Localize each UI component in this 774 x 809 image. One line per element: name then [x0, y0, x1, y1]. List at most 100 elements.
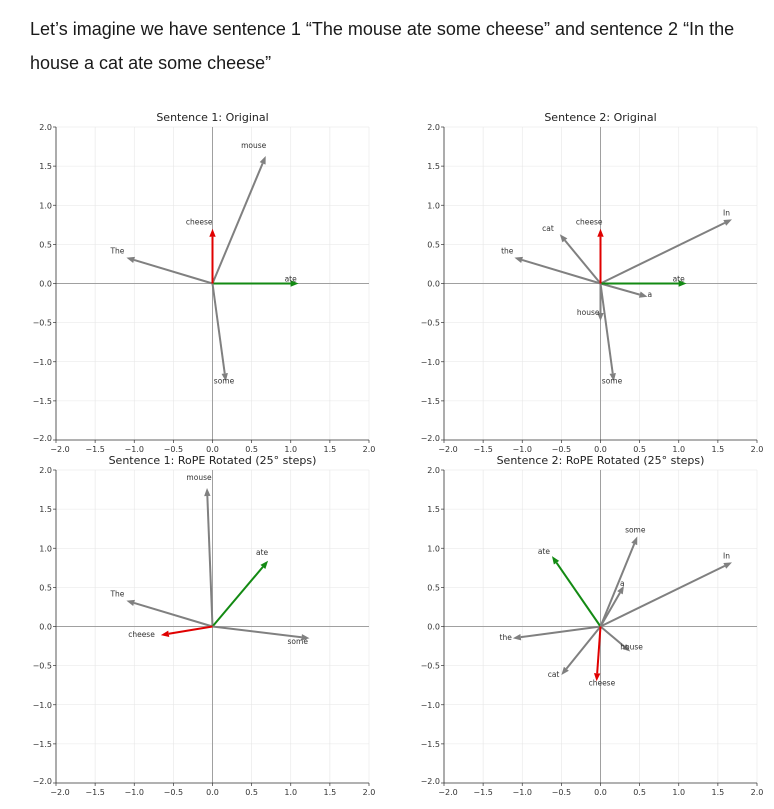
arrowhead-cheese	[593, 673, 601, 682]
arrowhead-ate	[678, 280, 687, 287]
arrowhead-mouse	[259, 155, 266, 165]
y-tick-label: 2.0	[427, 466, 440, 475]
vector-label-ate: ate	[256, 548, 269, 557]
arrowhead-cheese	[597, 228, 604, 237]
y-tick-label: −1.5	[421, 740, 440, 749]
vector-cheese	[168, 625, 213, 635]
x-tick-label: −1.0	[513, 445, 532, 454]
x-tick-label: −1.0	[513, 788, 532, 797]
y-tick-label: −0.5	[33, 319, 52, 328]
chart-title: Sentence 1: Original	[156, 111, 268, 124]
vector-label-some: some	[602, 376, 623, 385]
y-tick-label: 2.0	[427, 123, 440, 132]
chart-title: Sentence 2: RoPE Rotated (25° steps)	[497, 454, 705, 467]
x-tick-label: −2.0	[50, 445, 69, 454]
x-tick-label: −1.5	[85, 445, 104, 454]
vector-the	[521, 259, 601, 285]
arrowhead-the	[512, 634, 522, 641]
vector-label-cheese: cheese	[576, 218, 603, 227]
x-tick-label: 2.0	[363, 445, 376, 454]
y-tick-label: 2.0	[39, 466, 52, 475]
vector-label-mouse: mouse	[186, 473, 212, 482]
vector-some	[211, 283, 226, 374]
y-tick-label: −1.0	[421, 358, 440, 367]
vector-some	[599, 283, 614, 374]
arrowhead-cheese	[160, 630, 170, 637]
vector-label-house: house	[620, 643, 643, 652]
vector-label-cat: cat	[542, 224, 554, 233]
vector-in	[600, 221, 726, 285]
vector-label-some: some	[288, 637, 309, 646]
arrowhead-cat	[559, 234, 568, 243]
vector-label-a: a	[647, 290, 652, 299]
y-tick-label: 1.5	[427, 162, 440, 171]
x-tick-label: −2.0	[438, 445, 457, 454]
vector-label-cheese: cheese	[186, 218, 213, 227]
vector-mouse	[211, 162, 264, 284]
arrowhead-some	[301, 634, 310, 641]
chart-title: Sentence 2: Original	[544, 111, 656, 124]
y-tick-label: 1.0	[39, 201, 52, 210]
y-tick-label: 0.5	[39, 240, 52, 249]
y-tick-label: 1.5	[427, 505, 440, 514]
y-tick-label: −1.0	[33, 358, 52, 367]
vector-label-cheese: cheese	[589, 678, 616, 687]
vector-label-in: In	[723, 208, 730, 217]
x-tick-label: −1.5	[473, 788, 492, 797]
chart-title: Sentence 1: RoPE Rotated (25° steps)	[109, 454, 317, 467]
vector-the	[133, 602, 213, 628]
vector-label-a: a	[620, 579, 625, 588]
arrowhead-some	[221, 372, 228, 382]
arrowhead-the	[126, 599, 136, 607]
vector-label-the: the	[500, 633, 513, 642]
x-tick-label: −1.0	[125, 445, 144, 454]
arrowhead-ate	[260, 560, 269, 569]
vector-label-house: house	[577, 308, 600, 317]
x-tick-label: 1.0	[672, 788, 685, 797]
x-tick-label: 2.0	[363, 788, 376, 797]
arrowhead-ate	[290, 280, 299, 287]
y-tick-label: −2.0	[421, 434, 440, 443]
x-tick-label: 0.5	[245, 788, 258, 797]
vector-mouse	[206, 495, 214, 627]
arrowhead-the	[514, 256, 524, 264]
vector-label-in: In	[723, 551, 730, 560]
vector-label-ate: ate	[673, 275, 686, 284]
vector-cheese	[596, 626, 602, 674]
arrowhead-a	[617, 585, 624, 595]
vector-cat	[565, 625, 602, 670]
vector-some	[212, 625, 302, 639]
x-tick-label: 1.5	[712, 788, 725, 797]
arrowhead-ate	[551, 556, 560, 565]
vector-label-cheese: cheese	[128, 630, 155, 639]
x-tick-label: 0.5	[633, 445, 646, 454]
arrowhead-mouse	[204, 487, 211, 497]
x-tick-label: −2.0	[438, 788, 457, 797]
x-tick-label: −1.5	[473, 445, 492, 454]
x-tick-label: 0.5	[245, 445, 258, 454]
vector-ate	[211, 566, 264, 628]
y-tick-label: −0.5	[421, 319, 440, 328]
x-tick-label: −0.5	[552, 445, 571, 454]
y-tick-label: −0.5	[33, 662, 52, 671]
x-tick-label: −0.5	[552, 788, 571, 797]
vector-label-mouse: mouse	[241, 141, 267, 150]
vector-some	[599, 543, 636, 627]
chart-panel-4: −2.0 −2.0 −1.5 −1.5 −1.0 −1.0 −0.5 −0.5 0.0 0.0 0.…	[421, 454, 764, 797]
vector-label-some: some	[214, 376, 235, 385]
arrowhead-some	[631, 536, 638, 546]
x-tick-label: −1.0	[125, 788, 144, 797]
x-tick-label: −0.5	[164, 445, 183, 454]
x-tick-label: −2.0	[50, 788, 69, 797]
vector-label-ate: ate	[285, 275, 298, 284]
arrowhead-cat	[561, 666, 569, 676]
y-tick-label: 1.0	[39, 544, 52, 553]
x-tick-label: 1.0	[672, 445, 685, 454]
x-tick-label: 2.0	[751, 445, 764, 454]
arrowhead-in	[723, 219, 732, 226]
y-tick-label: 1.5	[39, 505, 52, 514]
vector-label-the: The	[109, 247, 124, 256]
y-tick-label: 0.0	[427, 623, 440, 632]
vector-the	[520, 625, 601, 639]
